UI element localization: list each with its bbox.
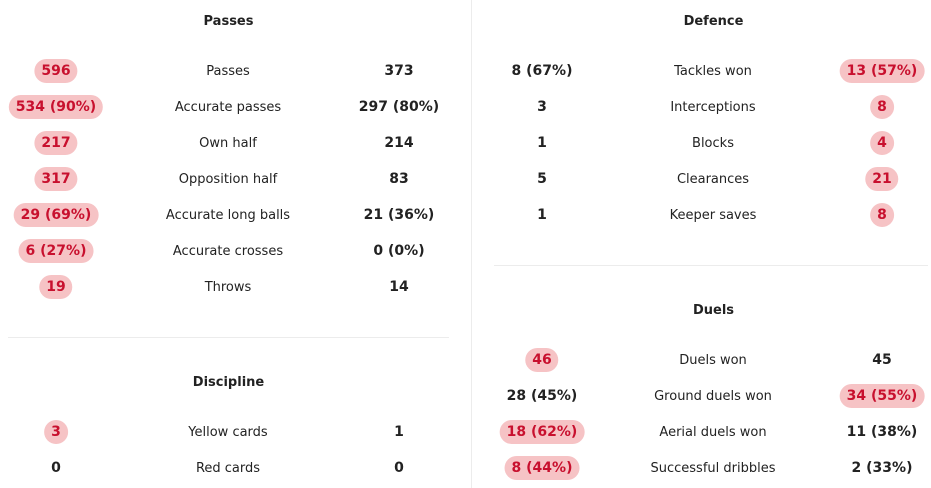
away-value: 8 bbox=[870, 203, 894, 227]
stat-row-accurate-crosses: 6 (27%) Accurate crosses 0 (0%) bbox=[0, 239, 457, 263]
stat-row-keeper-saves: 1 Keeper saves 8 bbox=[472, 203, 931, 227]
section-title-defence: Defence bbox=[683, 14, 744, 29]
home-value: 1 bbox=[537, 207, 547, 223]
stat-label: Blocks bbox=[692, 135, 734, 151]
stat-row-aerial-duels-won: 18 (62%) Aerial duels won 11 (38%) bbox=[472, 420, 931, 444]
section-divider bbox=[494, 265, 928, 266]
home-value: 46 bbox=[525, 348, 559, 372]
section-title-duels: Duels bbox=[692, 303, 735, 318]
away-value: 4 bbox=[870, 131, 894, 155]
away-value: 21 bbox=[865, 167, 899, 191]
away-value: 11 (38%) bbox=[846, 424, 918, 440]
home-value: 596 bbox=[34, 59, 78, 83]
home-value: 29 (69%) bbox=[13, 203, 99, 227]
home-value: 8 (44%) bbox=[504, 456, 580, 480]
stat-label: Passes bbox=[206, 63, 250, 79]
stat-row-clearances: 5 Clearances 21 bbox=[472, 167, 931, 191]
away-value: 21 (36%) bbox=[363, 207, 435, 223]
stat-row-red-cards: 0 Red cards 0 bbox=[0, 456, 457, 480]
stat-row-yellow-cards: 3 Yellow cards 1 bbox=[0, 420, 457, 444]
stat-label: Aerial duels won bbox=[659, 424, 767, 440]
right-panel: Defence 8 (67%) Tackles won 13 (57%) 3 I… bbox=[472, 0, 931, 488]
stat-label: Interceptions bbox=[670, 99, 756, 115]
stat-row-ground-duels-won: 28 (45%) Ground duels won 34 (55%) bbox=[472, 384, 931, 408]
stat-label: Own half bbox=[199, 135, 257, 151]
stat-row-opposition-half: 317 Opposition half 83 bbox=[0, 167, 457, 191]
home-value: 6 (27%) bbox=[18, 239, 94, 263]
stat-row-successful-dribbles: 8 (44%) Successful dribbles 2 (33%) bbox=[472, 456, 931, 480]
stat-row-accurate-passes: 534 (90%) Accurate passes 297 (80%) bbox=[0, 95, 457, 119]
section-divider bbox=[8, 337, 449, 338]
away-value: 83 bbox=[389, 171, 409, 187]
stat-row-tackles-won: 8 (67%) Tackles won 13 (57%) bbox=[472, 59, 931, 83]
home-value: 3 bbox=[537, 99, 547, 115]
stat-label: Yellow cards bbox=[188, 424, 268, 440]
left-panel: Passes 596 Passes 373 534 (90%) Accurate… bbox=[0, 0, 457, 488]
stat-row-accurate-long-balls: 29 (69%) Accurate long balls 21 (36%) bbox=[0, 203, 457, 227]
stat-label: Throws bbox=[204, 279, 252, 295]
home-value: 8 (67%) bbox=[511, 63, 573, 79]
away-value: 297 (80%) bbox=[358, 99, 440, 115]
home-value: 3 bbox=[44, 420, 68, 444]
away-value: 34 (55%) bbox=[839, 384, 925, 408]
home-value: 0 bbox=[51, 460, 61, 476]
section-title-discipline: Discipline bbox=[192, 375, 265, 390]
stat-label: Red cards bbox=[195, 460, 261, 476]
away-value: 45 bbox=[872, 352, 892, 368]
stat-label: Keeper saves bbox=[669, 207, 757, 223]
away-value: 14 bbox=[389, 279, 409, 295]
defence-section: Defence 8 (67%) Tackles won 13 (57%) 3 I… bbox=[472, 0, 931, 260]
home-value: 5 bbox=[537, 171, 547, 187]
stat-row-own-half: 217 Own half 214 bbox=[0, 131, 457, 155]
section-title-passes: Passes bbox=[203, 14, 254, 29]
stat-row-throws: 19 Throws 14 bbox=[0, 275, 457, 299]
stat-row-interceptions: 3 Interceptions 8 bbox=[472, 95, 931, 119]
home-value: 217 bbox=[34, 131, 78, 155]
stat-label: Opposition half bbox=[178, 171, 278, 187]
home-value: 19 bbox=[39, 275, 73, 299]
stat-label: Ground duels won bbox=[654, 388, 772, 404]
home-value: 18 (62%) bbox=[499, 420, 585, 444]
column-divider bbox=[471, 0, 472, 488]
away-value: 8 bbox=[870, 95, 894, 119]
stat-label: Clearances bbox=[676, 171, 750, 187]
duels-section: Duels 46 Duels won 45 28 (45%) Ground du… bbox=[472, 266, 931, 488]
stat-label: Accurate passes bbox=[174, 99, 282, 115]
away-value: 2 (33%) bbox=[851, 460, 913, 476]
away-value: 0 (0%) bbox=[373, 243, 425, 259]
home-value: 28 (45%) bbox=[506, 388, 578, 404]
stat-row-passes: 596 Passes 373 bbox=[0, 59, 457, 83]
passes-section: Passes 596 Passes 373 534 (90%) Accurate… bbox=[0, 0, 457, 330]
home-value: 1 bbox=[537, 135, 547, 151]
away-value: 0 bbox=[394, 460, 404, 476]
home-value: 534 (90%) bbox=[8, 95, 104, 119]
away-value: 373 bbox=[384, 63, 414, 79]
away-value: 214 bbox=[384, 135, 414, 151]
stat-label: Accurate long balls bbox=[165, 207, 291, 223]
stat-label: Accurate crosses bbox=[172, 243, 284, 259]
home-value: 317 bbox=[34, 167, 78, 191]
stat-label: Duels won bbox=[679, 352, 747, 368]
stat-label: Successful dribbles bbox=[650, 460, 776, 476]
away-value: 1 bbox=[394, 424, 404, 440]
stat-label: Tackles won bbox=[674, 63, 752, 79]
stat-row-blocks: 1 Blocks 4 bbox=[472, 131, 931, 155]
stat-row-duels-won: 46 Duels won 45 bbox=[472, 348, 931, 372]
discipline-section: Discipline 3 Yellow cards 1 0 Red cards … bbox=[0, 338, 457, 488]
away-value: 13 (57%) bbox=[839, 59, 925, 83]
